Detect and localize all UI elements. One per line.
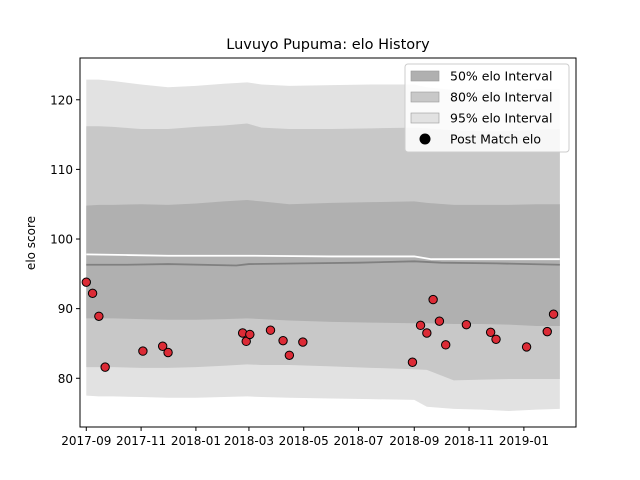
- data-point: [461, 319, 472, 330]
- chart-title: Luvuyo Pupuma: elo History: [226, 37, 430, 53]
- data-point: [441, 340, 451, 350]
- data-point: [491, 334, 501, 344]
- data-point: [100, 362, 110, 372]
- x-tick-label: 2018-11: [444, 434, 494, 448]
- x-tick-label: 2017-11: [116, 434, 166, 448]
- y-tick-label: 110: [50, 163, 73, 177]
- data-point: [157, 341, 168, 351]
- x-tick-label: 2018-01: [171, 434, 221, 448]
- y-axis-title: elo score: [24, 216, 38, 270]
- data-point: [548, 309, 559, 319]
- data-point: [245, 329, 255, 340]
- x-tick-label: 2019-01: [499, 434, 549, 448]
- legend-swatch-95-elo-interval: [410, 112, 440, 124]
- data-point: [521, 342, 532, 352]
- data-point: [298, 337, 308, 347]
- line-median: [86, 260, 560, 267]
- data-point: [415, 320, 426, 331]
- interval-bands: [86, 79, 560, 411]
- legend-label: 50% elo Interval: [450, 69, 552, 84]
- legend-label: 95% elo Interval: [450, 111, 552, 126]
- y-tick-label: 100: [50, 233, 73, 247]
- data-point: [485, 327, 496, 338]
- legend-swatch-50-elo-interval: [410, 70, 440, 82]
- data-point: [407, 357, 418, 367]
- legend-box: [404, 63, 570, 153]
- data-point: [284, 350, 295, 360]
- data-point: [94, 311, 104, 321]
- x-axis: 2017-09 2017-11 2018-01 2018-03 2018-05 2018-…: [61, 427, 549, 448]
- plot-frame: [79, 57, 577, 428]
- legend: 50% elo Interval 80% elo Interval 95% elo …: [404, 63, 570, 153]
- data-point: [422, 328, 432, 338]
- data-point: [278, 335, 288, 346]
- data-point: [81, 277, 91, 287]
- x-tick-label: 2018-05: [279, 434, 329, 448]
- data-point: [138, 346, 148, 356]
- post-match-points: [81, 277, 559, 372]
- x-tick-label: 2018-09: [389, 434, 439, 448]
- trend-lines: [86, 253, 560, 267]
- x-tick-label: 2018-03: [224, 434, 274, 448]
- y-axis: 80 90 100 110 120: [50, 93, 80, 386]
- data-point: [265, 325, 276, 335]
- data-point: [434, 316, 445, 326]
- x-tick-label: 2017-09: [61, 434, 111, 448]
- y-tick-label: 80: [58, 372, 73, 386]
- y-tick-label: 90: [58, 302, 73, 316]
- y-tick-label: 120: [50, 93, 73, 107]
- legend-label: Post Match elo: [450, 132, 541, 147]
- x-tick-label: 2018-07: [333, 434, 383, 448]
- data-point: [428, 294, 438, 305]
- legend-label: 80% elo Interval: [450, 90, 552, 105]
- legend-marker-post-match-elo: [419, 133, 431, 145]
- data-point: [87, 288, 98, 299]
- line-mean: [86, 253, 560, 261]
- data-point: [163, 347, 173, 358]
- legend-swatch-80-elo-interval: [410, 91, 440, 103]
- data-point: [542, 326, 552, 337]
